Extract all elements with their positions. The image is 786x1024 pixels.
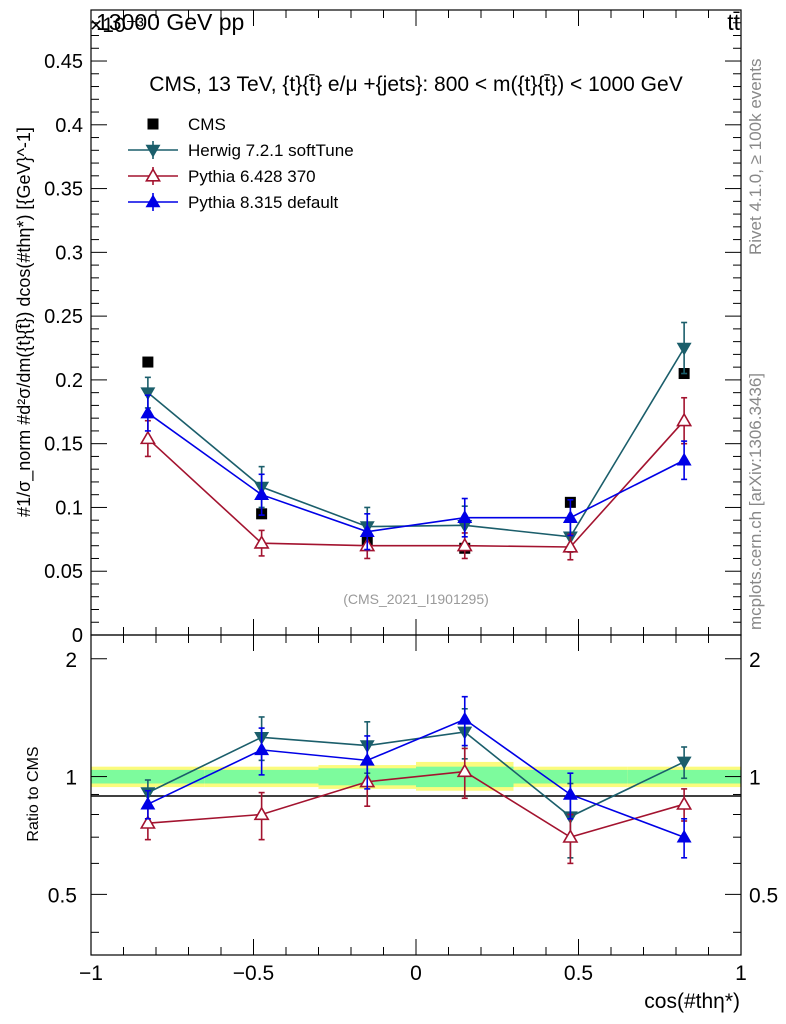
series-line-pythia-6-428-370 xyxy=(147,420,685,548)
ratio-series-pythia-6-428-370 xyxy=(139,747,693,865)
main-panel: 0 0.05 0.1 0.15 0.2 0.25 0.3 0.35 0.4 0.45 CMS, 1… xyxy=(14,9,742,647)
main-y-tick-label: 0.35 xyxy=(44,179,83,201)
main-series-group xyxy=(139,321,693,561)
ratio-point-pythia-8-315-default xyxy=(140,796,156,810)
main-y-tick-label: 0 xyxy=(72,625,83,647)
x-tick-label: −1 xyxy=(79,962,103,985)
legend: CMS Herwig 7.2.1 softTune Pythia 6.428 370… xyxy=(128,115,354,212)
main-frame xyxy=(90,9,742,636)
series-line-pythia-8-315-default xyxy=(147,412,685,533)
ratio-line-herwig-7-2-1-softtune xyxy=(147,731,685,818)
data-point-pythia-6-428-370 xyxy=(253,534,270,549)
data-point-pythia-8-315-default xyxy=(457,510,473,523)
x-tick-label: 0.5 xyxy=(564,962,593,985)
ratio-point-pythia-8-315-default xyxy=(562,786,578,800)
data-point-pythia-6-428-370 xyxy=(139,430,156,445)
process-label: tt̄ xyxy=(727,9,740,35)
y-exponent-label: ×10⁻³ xyxy=(90,14,144,37)
data-point-herwig-7-2-1-softtune xyxy=(676,342,692,356)
ratio-y-axis-label: Ratio to CMS xyxy=(25,746,42,841)
main-y-ticks: 0 0.05 0.1 0.15 0.2 0.25 0.3 0.35 0.4 0.45 xyxy=(44,9,741,647)
data-point-pythia-6-428-370 xyxy=(456,537,473,552)
legend-item-pythia-6-428-370: Pythia 6.428 370 xyxy=(128,167,316,186)
legend-label-pythia-8-315-default: Pythia 8.315 default xyxy=(188,193,339,212)
ratio-y-tick-label-right: 2 xyxy=(749,649,761,672)
ratio-y-tick-label: 2 xyxy=(65,649,77,672)
main-title: CMS, 13 TeV, {t}{t̄} e/μ +{jets}: 800 < … xyxy=(149,73,682,96)
data-point-pythia-8-315-default xyxy=(254,487,270,500)
main-y-tick-label: 0.3 xyxy=(55,242,83,264)
data-point-pythia-6-428-370 xyxy=(676,412,693,427)
main-y-axis-label: #1/σ_norm #d²σ/dm({t}{t̄}) dcos(#thη*) [… xyxy=(14,127,35,517)
main-y-tick-label: 0.25 xyxy=(44,306,83,328)
ratio-x-ticks: −1 −0.5 0 0.5 1 xyxy=(79,635,747,985)
ratio-panel: −1 −0.5 0 0.5 1 0.5 0.5 1 1 2 2 Ratio to CMS cos(… xyxy=(25,634,778,1013)
ratio-frame xyxy=(90,634,742,956)
ratio-y-tick-label-right: 1 xyxy=(749,767,761,790)
series-herwig-7-2-1-softtune xyxy=(140,321,692,553)
ratio-point-pythia-6-428-370 xyxy=(562,828,579,843)
legend-marker-herwig-7-2-1-softtune xyxy=(145,144,161,158)
data-point-pythia-8-315-default xyxy=(140,405,156,419)
data-point-pythia-8-315-default xyxy=(562,510,578,523)
ratio-point-pythia-8-315-default xyxy=(359,752,375,766)
main-y-tick-label: 0.1 xyxy=(55,497,83,519)
ratio-point-pythia-8-315-default xyxy=(254,742,270,756)
band-inner-segment xyxy=(91,769,205,784)
legend-label-herwig-7-2-1-softtune: Herwig 7.2.1 softTune xyxy=(188,141,354,160)
legend-marker-cms xyxy=(147,118,159,130)
main-y-tick-label: 0.45 xyxy=(44,51,83,73)
ratio-point-pythia-6-428-370 xyxy=(676,795,693,810)
ratio-y-ticks: 0.5 0.5 1 1 2 2 xyxy=(48,649,778,933)
legend-marker-pythia-8-315-default xyxy=(145,194,161,208)
ratio-point-pythia-6-428-370 xyxy=(456,763,473,778)
ratio-point-pythia-6-428-370 xyxy=(253,806,270,821)
main-x-ticks xyxy=(90,10,742,635)
main-y-tick-label: 0.15 xyxy=(44,434,83,456)
data-point-cms xyxy=(142,356,154,368)
data-point-pythia-6-428-370 xyxy=(562,538,579,553)
x-tick-label: 0 xyxy=(410,962,422,985)
energy-label: 13000 GeV pp xyxy=(96,9,244,35)
ratio-point-pythia-8-315-default xyxy=(676,829,692,843)
ratio-y-tick-label: 1 xyxy=(65,767,77,790)
series-pythia-8-315-default xyxy=(140,394,692,551)
x-tick-label: −0.5 xyxy=(233,962,274,985)
mcplots-label: mcplots.cern.ch [arXiv:1306.3436] xyxy=(746,373,765,630)
analysis-watermark: (CMS_2021_I1901295) xyxy=(343,591,489,607)
data-point-pythia-8-315-default xyxy=(676,452,692,466)
ratio-y-tick-label-right: 0.5 xyxy=(749,884,778,907)
legend-label-pythia-6-428-370: Pythia 6.428 370 xyxy=(188,167,316,186)
legend-item-cms: CMS xyxy=(147,115,226,134)
series-line-herwig-7-2-1-softtune xyxy=(147,347,685,538)
ratio-line-pythia-8-315-default xyxy=(147,718,685,838)
main-y-tick-label: 0.05 xyxy=(44,561,83,583)
x-tick-label: 1 xyxy=(735,962,747,985)
legend-item-pythia-8-315-default: Pythia 8.315 default xyxy=(128,193,339,212)
rivet-label: Rivet 4.1.0, ≥ 100k events xyxy=(746,59,765,255)
ratio-series-pythia-8-315-default xyxy=(140,695,692,859)
main-y-tick-label: 0.2 xyxy=(55,370,83,392)
ratio-point-herwig-7-2-1-softtune xyxy=(676,756,692,770)
legend-label-cms: CMS xyxy=(188,115,226,134)
ratio-y-tick-label: 0.5 xyxy=(48,884,77,907)
x-axis-label: cos(#thη*) xyxy=(644,990,740,1013)
ratio-point-pythia-8-315-default xyxy=(457,711,473,725)
ratio-point-pythia-6-428-370 xyxy=(139,815,156,829)
ratio-line-pythia-6-428-370 xyxy=(147,770,685,839)
legend-item-herwig-7-2-1-softtune: Herwig 7.2.1 softTune xyxy=(128,141,354,160)
main-y-tick-label: 0.4 xyxy=(55,115,83,137)
ratio-series-group xyxy=(139,695,693,865)
legend-marker-pythia-6-428-370 xyxy=(145,167,161,182)
data-point-herwig-7-2-1-softtune xyxy=(140,387,156,401)
data-point-pythia-8-315-default xyxy=(359,524,375,537)
series-pythia-6-428-370 xyxy=(139,396,693,561)
band-inner-segment xyxy=(204,769,319,784)
